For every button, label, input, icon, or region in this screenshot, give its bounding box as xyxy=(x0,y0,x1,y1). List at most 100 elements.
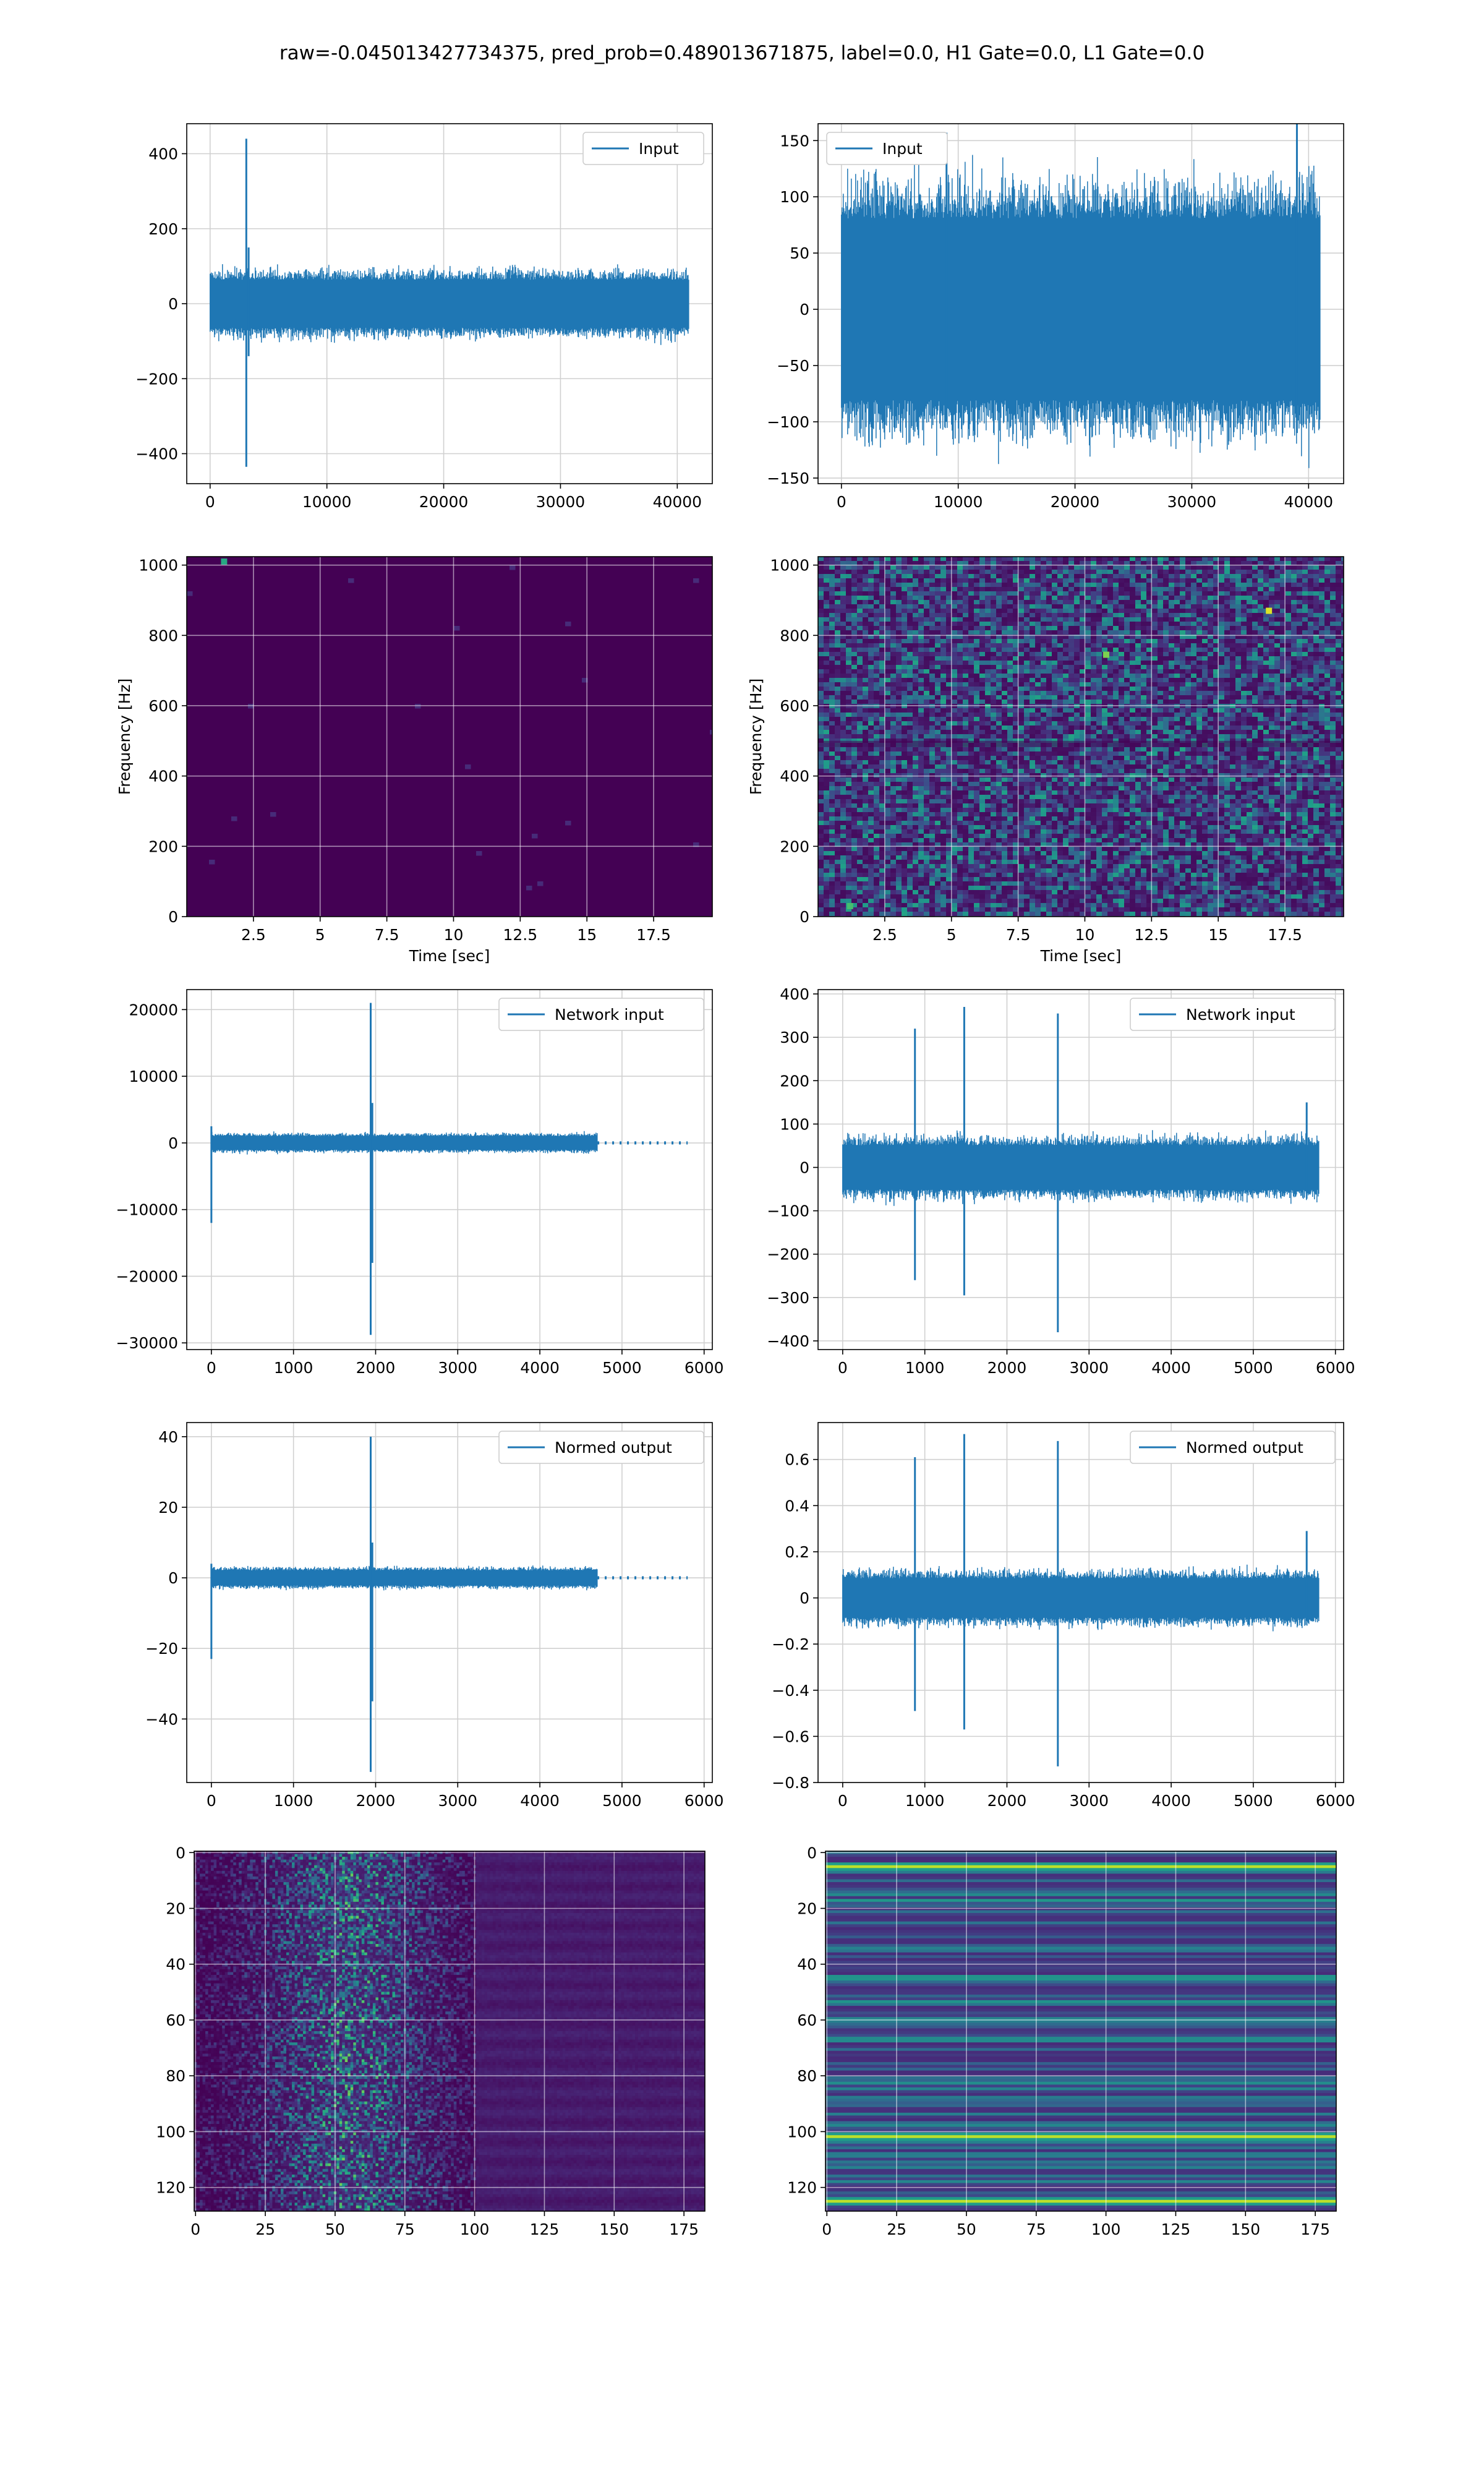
heatmap-cell xyxy=(935,738,941,743)
heatmap-cell xyxy=(890,561,897,566)
heatmap-cell xyxy=(974,691,980,696)
heatmap-cell xyxy=(1052,635,1058,640)
heatmap-cell xyxy=(1113,596,1119,601)
heatmap-cell xyxy=(1124,695,1130,700)
heatmap-cell xyxy=(818,656,824,661)
heatmap-cell xyxy=(1202,622,1208,627)
heatmap-cell xyxy=(1041,764,1047,769)
heatmap-cell xyxy=(1247,565,1253,570)
heatmap-cell xyxy=(1235,700,1242,704)
heatmap-cell xyxy=(1024,570,1030,575)
heatmap-cell xyxy=(1124,738,1130,743)
heatmap-cell xyxy=(1213,738,1219,743)
heatmap-cell xyxy=(1297,574,1303,579)
heatmap-cell xyxy=(1146,713,1153,717)
heatmap-cell xyxy=(1208,665,1214,670)
heatmap-cell xyxy=(1124,622,1130,627)
heatmap-cell xyxy=(1302,773,1308,778)
heatmap-cell xyxy=(1185,687,1192,691)
heatmap-cell xyxy=(1052,747,1058,752)
heatmap-cell xyxy=(890,643,897,648)
heatmap-cell xyxy=(863,583,869,588)
heatmap-cell xyxy=(946,756,952,761)
heatmap-cell xyxy=(1341,570,1344,575)
heatmap-cell xyxy=(1230,656,1236,661)
heatmap-cell xyxy=(979,713,986,717)
heatmap-cell xyxy=(857,617,863,622)
heatmap-cell xyxy=(1063,751,1069,756)
heatmap-cell xyxy=(1013,674,1019,678)
heatmap-cell xyxy=(918,561,924,566)
heatmap-cell xyxy=(1163,626,1169,631)
heatmap-cell xyxy=(1141,713,1147,717)
heatmap-cell xyxy=(1258,609,1264,614)
heatmap-cell xyxy=(957,583,963,588)
heatmap-cell xyxy=(963,730,969,735)
heatmap-cell xyxy=(1280,695,1286,700)
heatmap-cell xyxy=(1063,738,1069,743)
heatmap-cell xyxy=(1135,695,1141,700)
y-tick-label: 400 xyxy=(148,145,178,163)
heatmap-cell xyxy=(929,639,936,644)
heatmap-cell xyxy=(1258,591,1264,596)
heatmap-cell xyxy=(1280,617,1286,622)
heatmap-cell xyxy=(840,578,846,583)
heatmap-cell xyxy=(1230,717,1236,722)
heatmap-cell xyxy=(1018,600,1025,605)
heatmap-cell xyxy=(863,630,869,635)
heatmap-cell xyxy=(1146,591,1153,596)
heatmap-cell xyxy=(1247,769,1253,774)
heatmap-cell xyxy=(979,687,986,691)
heatmap-cell xyxy=(1002,626,1008,631)
y-tick-label: 150 xyxy=(780,132,809,150)
heatmap-cell xyxy=(1252,648,1258,653)
heatmap-cell xyxy=(1163,734,1169,739)
heatmap-cell xyxy=(1041,626,1047,631)
heatmap-cell xyxy=(952,674,958,678)
heatmap-cell xyxy=(1269,626,1275,631)
heatmap-cell xyxy=(1135,738,1141,743)
heatmap-cell xyxy=(846,747,852,752)
heatmap-cell xyxy=(1219,617,1225,622)
heatmap-cell xyxy=(924,626,930,631)
heatmap-cell xyxy=(1313,708,1320,713)
heatmap-cell xyxy=(1096,557,1102,562)
heatmap-cell xyxy=(957,708,963,713)
heatmap-cell xyxy=(1286,661,1292,666)
heatmap-cell xyxy=(1313,596,1320,601)
heatmap-cell xyxy=(1341,617,1344,622)
heatmap-cell xyxy=(1102,648,1108,653)
heatmap-cell xyxy=(1130,561,1136,566)
heatmap-cell xyxy=(1057,730,1064,735)
heatmap-cell xyxy=(963,635,969,640)
heatmap-cell xyxy=(1336,747,1342,752)
heatmap-cell xyxy=(1158,587,1164,592)
heatmap-cell xyxy=(991,773,997,778)
heatmap-cell xyxy=(829,613,835,618)
heatmap-cell xyxy=(1185,721,1192,726)
heatmap-cell xyxy=(1252,574,1258,579)
heatmap-cell xyxy=(1018,708,1025,713)
heatmap-cell xyxy=(1286,734,1292,739)
heatmap-cell xyxy=(1035,764,1041,769)
heatmap-cell xyxy=(1124,682,1130,687)
heatmap-cell xyxy=(924,622,930,627)
heatmap-cell xyxy=(824,760,830,765)
heatmap-cell xyxy=(1263,635,1269,640)
heatmap-cell xyxy=(1068,661,1075,666)
heatmap-cell xyxy=(963,691,969,696)
heatmap-cell xyxy=(1068,648,1075,653)
heatmap-cell xyxy=(1291,738,1297,743)
heatmap-cell xyxy=(1158,609,1164,614)
heatmap-cell xyxy=(913,652,919,657)
heatmap-cell xyxy=(1274,596,1281,601)
heatmap-cell xyxy=(1185,760,1192,765)
heatmap-cell xyxy=(1163,726,1169,730)
heatmap-cell xyxy=(902,587,908,592)
heatmap-cell xyxy=(940,760,947,765)
heatmap-cell xyxy=(1252,626,1258,631)
heatmap-cell xyxy=(829,630,835,635)
heatmap-cell xyxy=(1024,635,1030,640)
heatmap-cell xyxy=(1096,652,1102,657)
heatmap-cell xyxy=(1107,769,1114,774)
